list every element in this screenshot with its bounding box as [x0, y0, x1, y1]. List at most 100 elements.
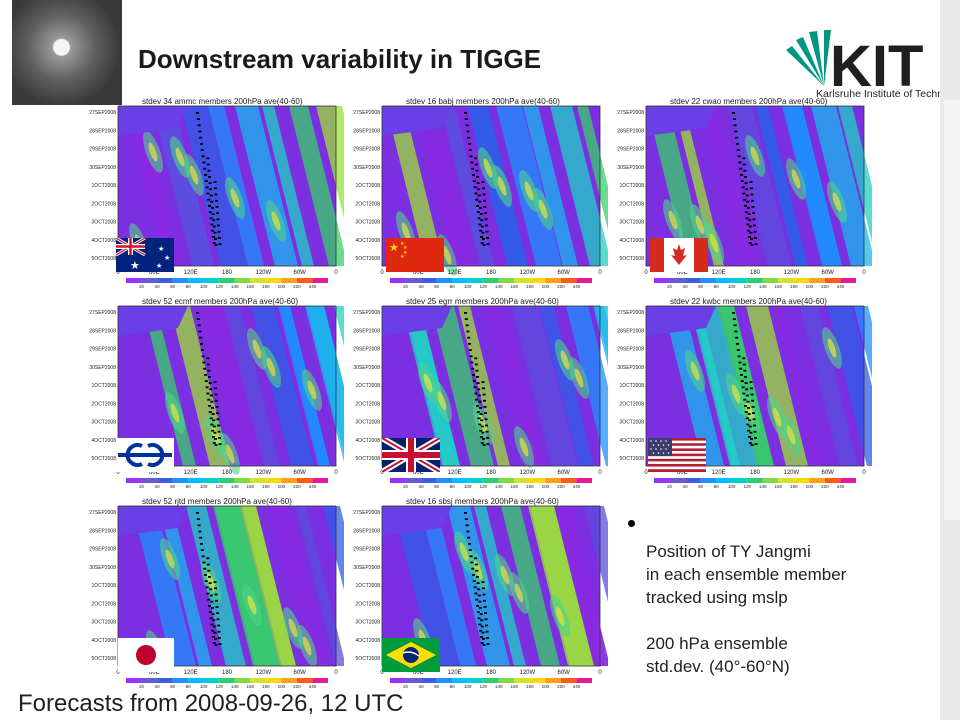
panel-title: stdev 16 sbsj members 200hPa ave(40-60): [406, 497, 559, 506]
y-tick-label: 28SEP2008: [617, 128, 644, 134]
slide-edge-highlight: [944, 100, 960, 520]
x-tick-label: 120W: [783, 270, 799, 276]
colorbar-label: 120: [215, 484, 223, 489]
colorbar-label: 20: [403, 684, 409, 689]
colorbar-label: 100: [200, 284, 208, 289]
colorbar-segment: [716, 478, 732, 483]
colorbar-segment: [312, 278, 328, 283]
svg-text:★: ★: [158, 245, 164, 253]
y-tick-label: 1OCT2008: [620, 183, 645, 189]
y-tick-label: 29SEP2008: [617, 347, 644, 353]
colorbar-segment: [685, 278, 701, 283]
y-tick-label: 4OCT2008: [92, 438, 117, 444]
colorbar-segment: [700, 278, 717, 283]
y-tick-label: 1OCT2008: [92, 583, 117, 589]
x-tick-label: 120E: [184, 470, 198, 476]
colorbar-label: 100: [728, 484, 736, 489]
y-tick-label: 4OCT2008: [356, 238, 381, 244]
colorbar-segment: [560, 678, 577, 683]
y-tick-label: 27SEP2008: [353, 310, 380, 316]
x-tick-label: 120E: [712, 470, 726, 476]
colorbar-segment: [172, 678, 189, 683]
colorbar-label: 40: [419, 684, 425, 689]
colorbar-label: 180: [790, 284, 798, 289]
y-tick-label: 2OCT2008: [92, 201, 117, 207]
colorbar-label: 140: [495, 684, 503, 689]
track-dots: [464, 512, 490, 646]
colorbar-label: 120: [479, 684, 487, 689]
colorbar-label: 200: [278, 484, 286, 489]
x-tick-label: 120W: [519, 670, 535, 676]
colorbar-segment: [685, 478, 701, 483]
colorbar-label: 160: [511, 684, 519, 689]
colorbar-segment: [172, 478, 189, 483]
y-tick-label: 4OCT2008: [620, 238, 645, 244]
x-tick-label: 0: [116, 470, 120, 476]
colorbar-label: 120: [479, 484, 487, 489]
x-tick-label: 60W: [557, 670, 570, 676]
colorbar-label: 140: [495, 284, 503, 289]
colorbar-segment: [762, 278, 779, 283]
svg-text:★: ★: [400, 241, 405, 247]
uk-flag-icon: [382, 438, 440, 472]
colorbar-label: 200: [542, 484, 550, 489]
track-dots: [196, 512, 222, 646]
colorbar-label: 180: [526, 484, 534, 489]
x-tick-label: 60W: [821, 270, 834, 276]
colorbar-segment: [219, 678, 235, 683]
forecast-panel-rjtd: stdev 52 rjtd members 200hPa ave(40-60) 2…: [82, 496, 344, 696]
colorbar-segment: [545, 278, 561, 283]
notes-line: in each ensemble member: [646, 565, 847, 584]
colorbar-segment: [467, 678, 484, 683]
colorbar-segment: [172, 278, 189, 283]
x-tick-label: 120E: [712, 270, 726, 276]
x-tick-label: 60W: [293, 470, 306, 476]
colorbar-label: 40: [419, 484, 425, 489]
notes-text-block: Position of TY Jangmi in each ensemble m…: [646, 540, 846, 678]
colorbar-label: 160: [775, 284, 783, 289]
y-tick-label: 29SEP2008: [89, 147, 116, 153]
y-tick-label: 3OCT2008: [620, 420, 645, 426]
colorbar-segment: [514, 478, 530, 483]
colorbar-segment: [265, 478, 282, 483]
colorbar-segment: [126, 678, 142, 683]
colorbar-segment: [809, 278, 825, 283]
panel-title: stdev 52 rjtd members 200hPa ave(40-60): [142, 497, 292, 506]
y-tick-label: 3OCT2008: [356, 620, 381, 626]
colorbar-segment: [576, 678, 592, 683]
colorbar-segment: [421, 478, 437, 483]
y-tick-label: 2OCT2008: [356, 401, 381, 407]
colorbar-segment: [265, 678, 282, 683]
panel-title: stdev 52 ecmf members 200hPa ave(40-60): [142, 297, 298, 306]
panel-title: stdev 34 ammc members 200hPa ave(40-60): [142, 97, 303, 106]
y-tick-label: 3OCT2008: [620, 220, 645, 226]
x-tick-label: 180: [750, 470, 761, 476]
y-tick-label: 3OCT2008: [92, 420, 117, 426]
colorbar-segment: [824, 478, 841, 483]
colorbar-segment: [452, 478, 468, 483]
forecast-panel-kwbc: stdev 22 kwbc members 200hPa ave(40-60) 2…: [610, 296, 872, 496]
colorbar-segment: [405, 278, 422, 283]
colorbar-label: 220: [821, 484, 829, 489]
forecast-date-footer: Forecasts from 2008-09-26, 12 UTC: [18, 690, 404, 717]
colorbar-label: 140: [231, 684, 239, 689]
y-tick-label: 3OCT2008: [92, 220, 117, 226]
colorbar-segment: [467, 278, 484, 283]
colorbar-segment: [467, 478, 484, 483]
x-tick-label: 0: [380, 470, 384, 476]
colorbar-segment: [529, 278, 546, 283]
colorbar-segment: [545, 478, 561, 483]
notes-line: std.dev. (40°-60°N): [646, 657, 790, 676]
colorbar-label: 40: [683, 484, 689, 489]
x-tick-label: 0: [644, 470, 648, 476]
colorbar-segment: [452, 278, 468, 283]
y-tick-label: 28SEP2008: [617, 328, 644, 334]
track-dots: [732, 312, 758, 446]
x-tick-label: 120W: [255, 470, 271, 476]
x-tick-label: 180: [222, 470, 233, 476]
colorbar-label: 220: [293, 284, 301, 289]
colorbar-label: 20: [403, 284, 409, 289]
colorbar-label: 80: [186, 284, 192, 289]
colorbar-segment: [498, 478, 515, 483]
colorbar-segment: [141, 678, 158, 683]
